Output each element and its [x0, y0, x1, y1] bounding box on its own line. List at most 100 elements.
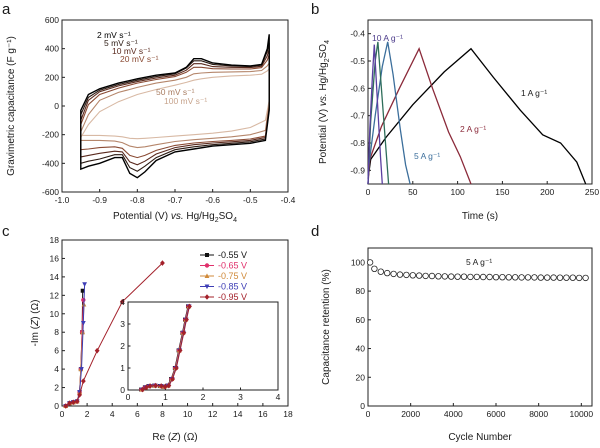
chart-c-legend-label: -0.55 V	[218, 250, 247, 260]
chart-c-ylabel: -Im (Z) (Ω)	[30, 300, 41, 347]
chart-b-label-5: 5 A g⁻¹	[414, 151, 440, 161]
chart-c-xtick-label: 2	[85, 409, 90, 419]
chart-d-point	[371, 265, 378, 272]
chart-c-inset-xtick-label: 0	[126, 392, 131, 402]
chart-d-point	[524, 274, 532, 281]
chart-d-xtick-label: 2000	[401, 409, 420, 419]
chart-c-ytick-label: 4	[54, 364, 59, 374]
chart-d-point	[454, 273, 461, 280]
chart-d-xlabel: Cycle Number	[448, 432, 512, 443]
chart-c-xlabel: Re (Z) (Ω)	[152, 432, 197, 443]
chart-c-xtick-label: 10	[183, 409, 193, 419]
chart-a-series-label: 20 mV s⁻¹	[120, 54, 159, 64]
chart-b-label-1: 1 A g⁻¹	[521, 88, 547, 98]
chart-a-series-label: 2 mV s⁻¹	[97, 30, 131, 40]
chart-c-inset-ytick-label: 3	[120, 319, 125, 329]
chart-b-label-10: 10 A g⁻¹	[372, 33, 403, 43]
chart-d-point	[435, 273, 442, 280]
chart-d-xtick-label: 0	[366, 409, 371, 419]
chart-b-ytick-label: -0.4	[350, 29, 365, 39]
chart-c-point	[158, 383, 164, 389]
chart-c-ytick-label: 14	[50, 272, 60, 282]
chart-b-series-line	[367, 44, 383, 185]
chart-d-point	[441, 273, 448, 280]
chart-d-ytick-label: 100	[351, 257, 365, 267]
chart-b-label-2: 2 A g⁻¹	[460, 124, 486, 134]
chart-b-frame	[367, 19, 593, 185]
panel-letter-b: b	[311, 1, 319, 18]
chart-c-inset-line	[142, 306, 190, 390]
chart-c-point	[162, 383, 168, 390]
chart-c-point	[173, 365, 179, 371]
chart-a-ytick-label: -600	[42, 187, 59, 197]
chart-c-point	[166, 382, 172, 389]
chart-c-ytick-label: 10	[50, 309, 60, 319]
chart-a-xtick-label: -0.5	[243, 195, 258, 205]
chart-b-curves	[367, 41, 587, 185]
chart-a-xtick-label: -0.9	[92, 195, 107, 205]
chart-c-point	[94, 347, 100, 354]
chart-b-ytick-label: -0.6	[350, 83, 365, 93]
chart-c-point	[81, 297, 86, 303]
chart-d-point	[518, 274, 525, 281]
chart-c-inset-ytick-label: 1	[120, 363, 125, 373]
chart-c-legend-label: -0.95 V	[218, 292, 247, 302]
chart-a-ytick-label: -200	[42, 130, 59, 140]
chart-d-xtick-label: 6000	[487, 409, 506, 419]
chart-d-point	[422, 272, 429, 280]
chart-c-point	[177, 347, 183, 354]
chart-a-ylabel: Gravimetric capacitance (F g⁻¹)	[6, 36, 17, 176]
chart-c-point	[80, 378, 86, 384]
chart-d-ytick-label: 0	[360, 401, 365, 411]
chart-a-ytick-label: 200	[45, 72, 59, 82]
chart-c-legend-label: -0.75 V	[218, 271, 247, 281]
chart-c-ytick-label: 6	[54, 346, 59, 356]
chart-b-ytick-label: -0.7	[350, 111, 365, 121]
chart-c-point	[204, 284, 210, 290]
chart-a-ytick-label: 400	[45, 44, 59, 54]
chart-b-gcd: 0 50 100 150 200 250-0.9-0.8-0.7-0.6-0.5-0.4 …	[318, 19, 599, 222]
chart-c-point	[63, 403, 69, 409]
chart-a-series-label: 100 mV s⁻¹	[164, 96, 207, 106]
chart-b-ytick-label: -0.8	[350, 138, 365, 148]
chart-c-legend: -0.55 V-0.65 V-0.75 V-0.85 V-0.95 V	[200, 250, 247, 302]
chart-d-point	[544, 274, 551, 281]
chart-d-point	[390, 270, 397, 278]
chart-c-xtick-label: 4	[110, 409, 115, 419]
chart-a-xlabel: Potential (V) vs. Hg/Hg2SO4	[113, 211, 237, 224]
chart-c-ytick-label: 2	[54, 383, 59, 393]
chart-c-legend-label: -0.85 V	[218, 282, 247, 292]
chart-c-point	[140, 386, 146, 393]
chart-c-ytick-label: 16	[50, 253, 60, 263]
chart-d-point	[563, 274, 570, 281]
chart-c-point	[204, 294, 210, 300]
chart-c-inset-ytick-label: 2	[120, 341, 125, 351]
chart-c-xtick-label: 0	[60, 409, 65, 419]
chart-d-xtick-label: 10000	[570, 409, 594, 419]
chart-c-inset-line	[141, 306, 189, 390]
chart-c-point	[143, 384, 149, 391]
chart-b-xtick-label: 0	[366, 187, 371, 197]
chart-b-ylabel: Potential (V) vs. Hg/Hg2SO4	[318, 40, 331, 164]
chart-c-xtick-label: 8	[160, 409, 165, 419]
chart-d-xtick-label: 4000	[444, 409, 463, 419]
chart-a-series-label: 5 mV s⁻¹	[104, 38, 138, 48]
chart-d-ylabel: Capacitance retention (%)	[321, 269, 332, 385]
chart-d-points	[366, 259, 589, 282]
chart-d-cycling: 0 2000 4000 6000 8000 10000 0 20 40 60 80 100 5 A g…	[321, 247, 594, 443]
chart-d-point	[550, 274, 557, 281]
chart-d-xtick-label: 8000	[529, 409, 548, 419]
chart-d-ytick-label: 20	[356, 372, 366, 382]
chart-b-ytick-label: -0.9	[350, 165, 365, 175]
chart-c-point	[74, 398, 80, 405]
chart-c-xtick-label: 6	[135, 409, 140, 419]
chart-c-point	[80, 321, 86, 326]
chart-a-xtick-label: -0.6	[205, 195, 220, 205]
chart-c-xtick-label: 18	[283, 409, 293, 419]
chart-d-point	[460, 273, 468, 280]
chart-c-ytick-label: 12	[50, 290, 60, 300]
chart-c-point	[67, 400, 72, 407]
chart-a-ytick-label: 0	[54, 101, 59, 111]
chart-a-cv: -1.0 -0.9 -0.8 -0.7 -0.6 -0.5 -0.4 -600 -400 -200…	[6, 15, 296, 224]
